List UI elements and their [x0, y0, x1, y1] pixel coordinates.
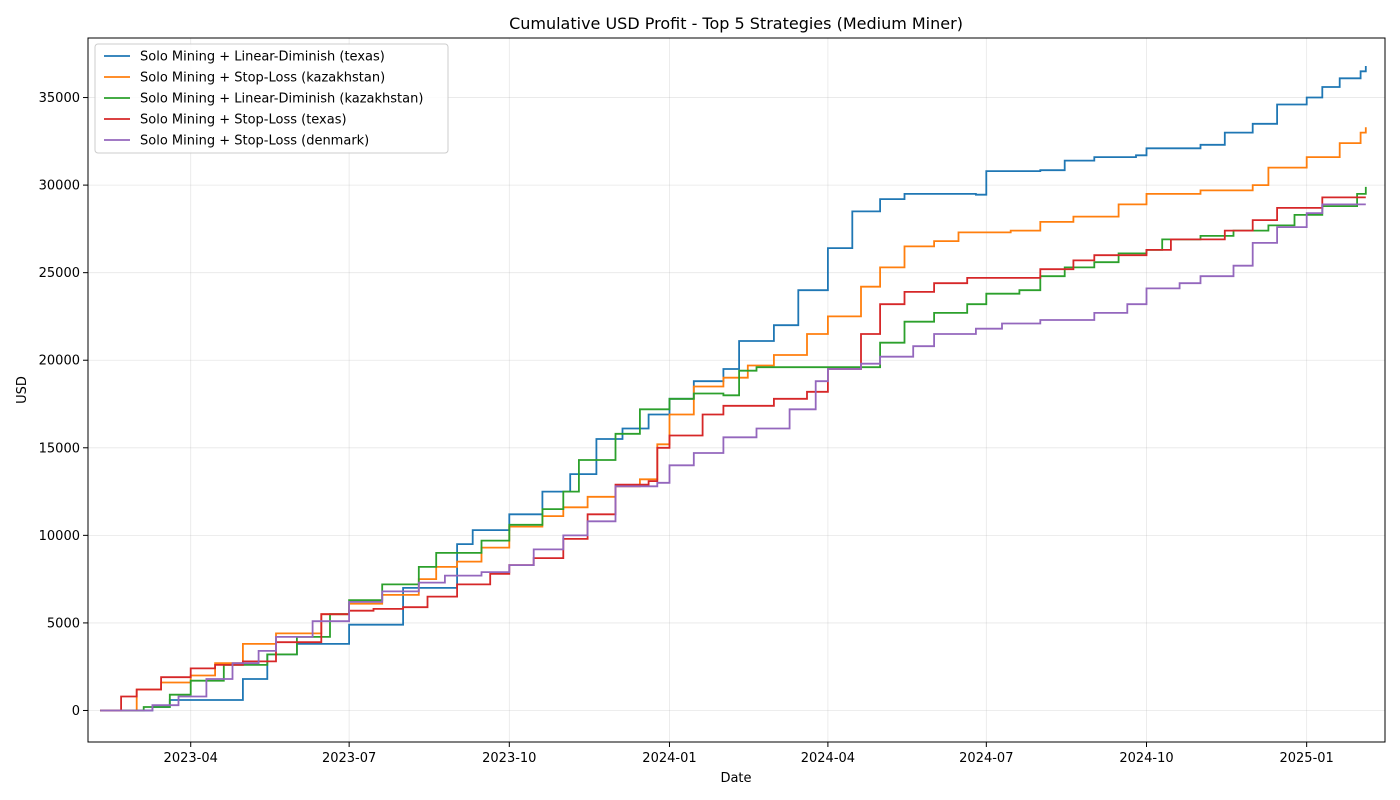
- x-tick-label: 2023-07: [322, 751, 376, 766]
- y-axis-ticks: 0 5000 10000 15000 20000 25000 30000 35000: [39, 91, 88, 719]
- y-tick-label: 20000: [39, 354, 80, 369]
- grid: [88, 38, 1385, 742]
- x-tick-label: 2023-04: [164, 751, 218, 766]
- x-tick-label: 2024-07: [959, 751, 1013, 766]
- y-tick-label: 25000: [39, 266, 80, 281]
- series-layer: [100, 66, 1367, 712]
- legend-label-1: Solo Mining + Linear-Diminish (texas): [140, 50, 385, 65]
- y-tick-label: 35000: [39, 91, 80, 106]
- y-tick-label: 30000: [39, 179, 80, 194]
- y-tick-label: 0: [72, 704, 80, 719]
- legend-label-2: Solo Mining + Stop-Loss (kazakhstan): [140, 71, 385, 86]
- series-line-5: [100, 203, 1366, 712]
- y-tick-label: 10000: [39, 529, 80, 544]
- x-tick-label: 2025-01: [1279, 751, 1333, 766]
- plot-area-frame: [87, 37, 1386, 743]
- legend-frame: [94, 43, 449, 154]
- x-tick-label: 2023-10: [482, 751, 536, 766]
- legend-label-3: Solo Mining + Linear-Diminish (kazakhsta…: [140, 92, 423, 107]
- legend-label-5: Solo Mining + Stop-Loss (denmark): [140, 134, 369, 149]
- x-tick-label: 2024-01: [642, 751, 696, 766]
- y-tick-label: 5000: [47, 616, 80, 631]
- y-axis-label: USD: [15, 376, 30, 404]
- x-axis-label: Date: [720, 771, 751, 786]
- x-tick-label: 2024-04: [801, 751, 855, 766]
- legend-label-4: Solo Mining + Stop-Loss (texas): [140, 113, 347, 128]
- x-tick-label: 2024-10: [1119, 751, 1173, 766]
- legend: Solo Mining + Linear-Diminish (texas) Sol…: [94, 43, 449, 154]
- chart-title: Cumulative USD Profit - Top 5 Strategies…: [509, 14, 963, 33]
- series-line-1: [100, 66, 1367, 712]
- y-tick-label: 15000: [39, 441, 80, 456]
- x-axis-ticks: 2023-04 2023-07 2023-10 2024-01 2024-04 2024-…: [164, 742, 1334, 766]
